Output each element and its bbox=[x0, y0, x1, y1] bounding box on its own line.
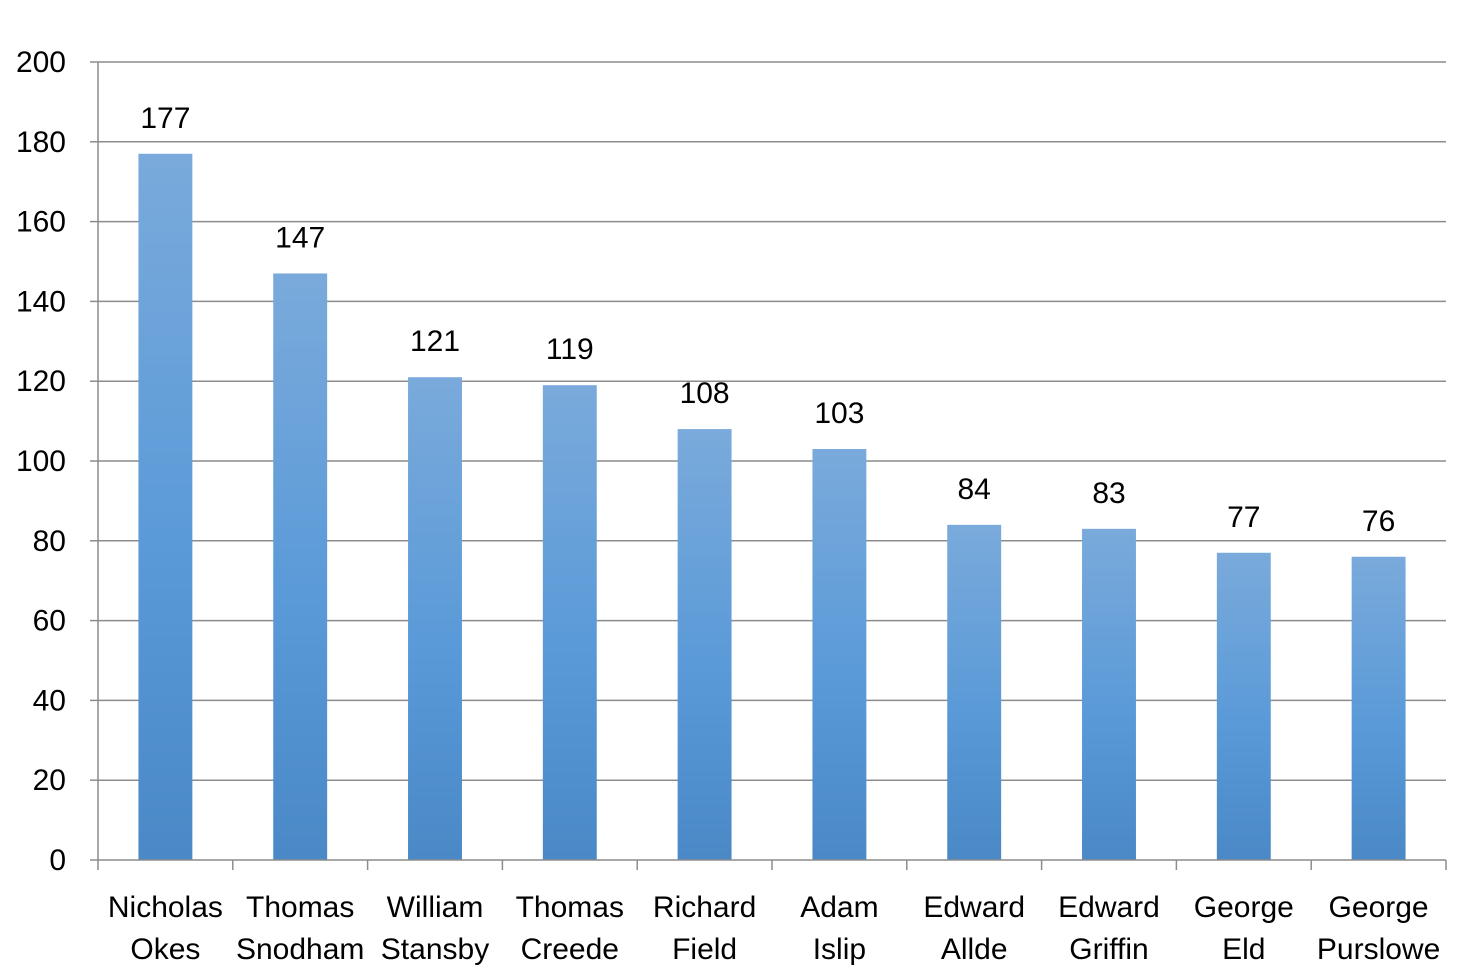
bar bbox=[677, 429, 732, 860]
category-label: Eld bbox=[1222, 933, 1265, 966]
data-label: 83 bbox=[1092, 477, 1125, 510]
y-tick-label: 200 bbox=[16, 46, 66, 79]
category-label: Snodham bbox=[236, 933, 364, 966]
data-labels: 177 147 121 119 108 103 84 83 77 76 bbox=[140, 102, 1395, 538]
data-label: 121 bbox=[410, 325, 460, 358]
y-tick-label: 80 bbox=[33, 525, 66, 558]
bar bbox=[947, 524, 1002, 860]
axes bbox=[90, 61, 1447, 870]
data-label: 84 bbox=[958, 473, 991, 506]
bar bbox=[138, 153, 193, 860]
x-axis-category-labels: Nicholas Okes Thomas Snodham William Stansby T… bbox=[108, 891, 1440, 966]
bar bbox=[1082, 528, 1136, 860]
category-label: Thomas bbox=[246, 891, 354, 924]
y-tick-label: 140 bbox=[16, 285, 66, 318]
data-label: 103 bbox=[814, 397, 864, 430]
category-label: Griffin bbox=[1069, 933, 1148, 966]
bar bbox=[273, 273, 328, 861]
y-axis-tick-labels: 0 20 40 60 80 100 120 140 160 180 200 bbox=[16, 46, 66, 877]
category-label: William bbox=[387, 891, 484, 924]
y-tick-label: 180 bbox=[16, 126, 66, 159]
y-tick-label: 60 bbox=[33, 605, 66, 638]
data-label: 119 bbox=[546, 333, 594, 366]
category-label: Edward bbox=[1058, 891, 1160, 924]
data-label: 147 bbox=[275, 221, 325, 254]
category-label: George bbox=[1329, 891, 1429, 924]
y-tick-label: 40 bbox=[33, 684, 66, 717]
category-label: Purslowe bbox=[1317, 933, 1440, 966]
bars bbox=[138, 153, 1406, 861]
data-label: 177 bbox=[140, 102, 190, 135]
category-label: Islip bbox=[813, 933, 866, 966]
bar bbox=[542, 385, 597, 860]
category-label: Nicholas bbox=[108, 891, 223, 924]
category-label: Creede bbox=[521, 933, 619, 966]
y-tick-label: 20 bbox=[33, 764, 66, 797]
y-tick-label: 120 bbox=[16, 365, 66, 398]
category-label: Adam bbox=[800, 891, 878, 924]
category-label: Richard bbox=[653, 891, 756, 924]
data-label: 108 bbox=[680, 377, 730, 410]
bar bbox=[1216, 552, 1271, 860]
y-tick-label: 160 bbox=[16, 206, 66, 239]
data-label: 76 bbox=[1362, 505, 1395, 538]
category-label: Field bbox=[672, 933, 737, 966]
category-label: Edward bbox=[923, 891, 1025, 924]
bar bbox=[1351, 556, 1406, 860]
y-tick-label: 0 bbox=[49, 844, 66, 877]
category-label: Thomas bbox=[516, 891, 624, 924]
bar bbox=[812, 449, 867, 860]
y-tick-label: 100 bbox=[16, 445, 66, 478]
category-label: Okes bbox=[130, 933, 200, 966]
category-label: George bbox=[1194, 891, 1294, 924]
data-label: 77 bbox=[1227, 501, 1260, 534]
category-label: Allde bbox=[941, 933, 1008, 966]
category-label: Stansby bbox=[381, 933, 489, 966]
bar bbox=[408, 377, 462, 860]
